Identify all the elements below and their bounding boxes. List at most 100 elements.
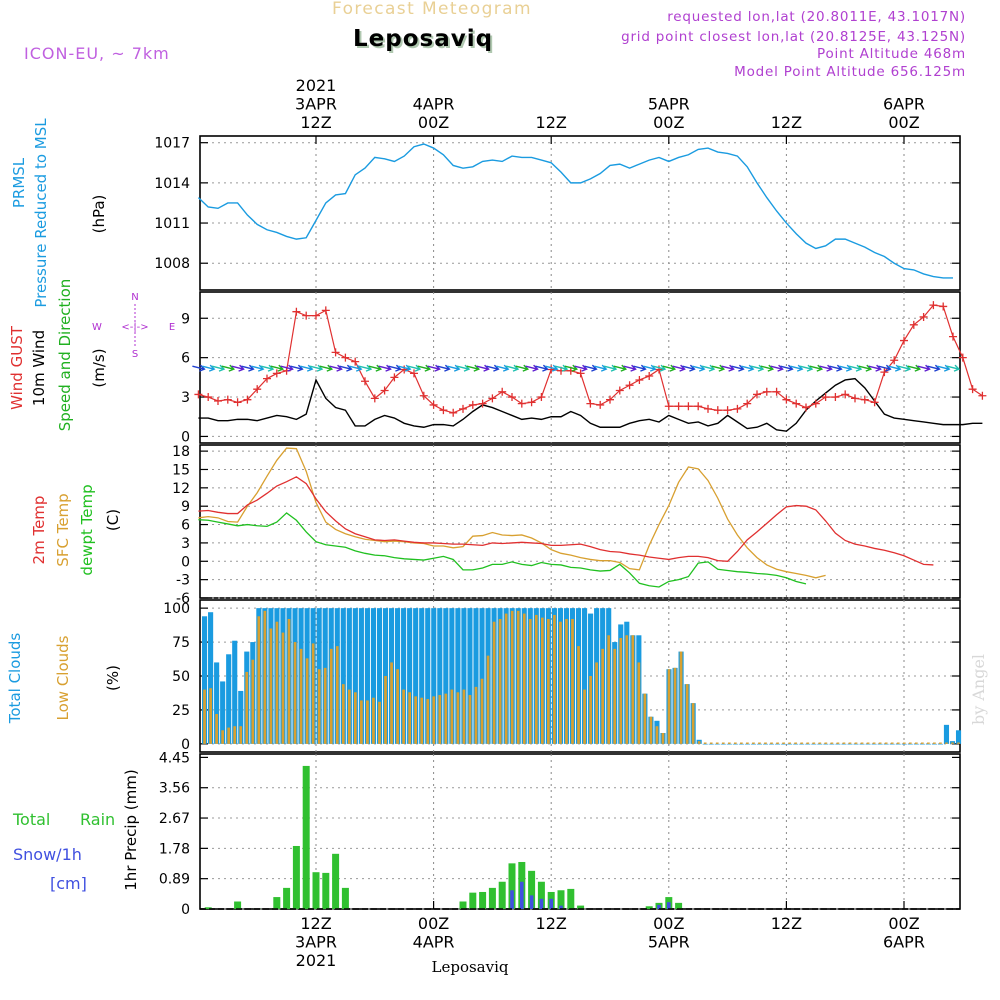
wind-direction-arrow — [770, 364, 784, 372]
low-cloud-bar — [818, 742, 822, 744]
temp-2m-label: 2m Temp — [30, 496, 48, 565]
gust-marker — [635, 375, 644, 384]
wind-direction-arrow — [652, 364, 667, 372]
low-cloud-bar — [601, 648, 605, 744]
wind-direction-arrow — [917, 364, 931, 372]
temperature-ytick-label: 15 — [172, 462, 190, 478]
low-cloud-bar — [408, 692, 411, 744]
low-cloud-bar — [534, 614, 538, 744]
gust-marker — [958, 353, 967, 362]
low-cloud-bar — [486, 655, 490, 744]
low-cloud-bar — [939, 742, 942, 744]
wind-direction-arrow — [790, 364, 804, 372]
low-cloud-bar — [456, 692, 460, 744]
wind-direction-arrow — [750, 364, 765, 372]
sfc-temp-line — [198, 447, 826, 579]
wind-speed-line — [198, 377, 983, 432]
total-cloud-bar — [943, 724, 950, 744]
low-cloud-bar — [378, 701, 381, 744]
wind-direction-arrow — [290, 364, 304, 372]
total-cloud-bar — [352, 608, 358, 744]
low-cloud-bar — [764, 742, 767, 744]
low-cloud-bar — [245, 671, 249, 744]
wind-direction-arrow — [564, 364, 579, 372]
top-time-label: 00Z — [418, 113, 449, 132]
total-cloud-bar — [208, 612, 214, 744]
compass-ew: <-|-> — [121, 322, 148, 333]
gust-marker — [341, 353, 350, 362]
wind-direction-arrow — [260, 364, 275, 372]
rain-bar — [488, 887, 496, 909]
gust-marker — [233, 398, 242, 407]
low-cloud-bar — [366, 700, 369, 744]
wind-ytick-label: 6 — [181, 351, 190, 367]
clouds-ytick-label: 100 — [163, 601, 190, 617]
low-cloud-bar — [450, 689, 454, 744]
wind-gust-label: Wind GUST — [8, 325, 26, 410]
low-cloud-bar — [474, 686, 478, 744]
wind-direction-arrow — [574, 364, 588, 372]
wind-direction-arrow — [270, 364, 285, 372]
rain-bar — [312, 872, 320, 909]
low-cloud-bar — [685, 684, 689, 744]
gust-marker — [478, 399, 487, 408]
pressure-ytick-label: 1008 — [154, 256, 190, 272]
top-time-label: 00Z — [888, 113, 919, 132]
precip-total-label: Total — [12, 810, 50, 829]
top-time-label: 12Z — [771, 113, 802, 132]
total-cloud-bar — [346, 608, 352, 744]
temp-unit: (C) — [104, 509, 122, 531]
low-cloud-bar — [305, 658, 309, 744]
precip-ytick-label: 0 — [181, 902, 190, 918]
low-cloud-bar — [637, 662, 641, 744]
total-cloud-bar — [877, 743, 883, 745]
wind-speed-label: 10m Wind — [30, 330, 48, 406]
low-cloud-bar — [510, 610, 514, 744]
low-cloud-bar — [661, 733, 665, 744]
low-cloud-bar — [812, 742, 816, 744]
total-cloud-bar — [925, 743, 931, 745]
wind-direction-arrow — [907, 364, 922, 372]
gust-marker — [253, 385, 262, 394]
low-cloud-bar — [691, 703, 695, 744]
bottom-time-label: 12Z — [300, 914, 331, 933]
top-time-label: 4APR — [413, 95, 455, 114]
wind-direction-arrow — [505, 364, 520, 372]
total-cloud-bar — [817, 743, 823, 745]
model-label: ICON-EU, ~ 7km — [24, 44, 170, 63]
rain-bar — [204, 907, 212, 909]
total-cloud-bar — [901, 743, 907, 745]
gust-marker — [449, 408, 458, 417]
total-cloud-bar — [232, 640, 238, 744]
clouds-total-label: Total Clouds — [6, 633, 24, 725]
gust-marker — [439, 406, 448, 415]
low-cloud-bar — [354, 692, 357, 744]
low-cloud-bar — [498, 619, 502, 744]
total-cloud-bar — [841, 743, 847, 745]
wind-unit: (m/s) — [90, 348, 108, 387]
compass-n: N — [131, 292, 138, 303]
point-altitude: Point Altitude 468m — [817, 46, 966, 62]
low-cloud-bar — [884, 742, 888, 744]
gust-marker — [576, 369, 585, 378]
low-cloud-bar — [341, 684, 345, 744]
bottom-time-label: 6APR — [883, 933, 925, 952]
low-cloud-bar — [679, 651, 683, 744]
gust-marker — [547, 365, 556, 374]
low-cloud-bar — [758, 742, 761, 744]
low-cloud-bar — [420, 697, 424, 744]
clouds-ytick-label: 25 — [172, 703, 190, 719]
gust-marker — [900, 336, 908, 345]
low-cloud-bar — [553, 614, 556, 744]
gust-marker — [860, 395, 869, 404]
requested-coords: requested lon,lat (20.8011E, 43.1017N) — [667, 9, 966, 25]
gust-marker — [919, 312, 928, 321]
gust-marker — [361, 377, 369, 386]
wind-direction-arrow — [525, 364, 539, 372]
wind-direction-arrow — [545, 364, 559, 372]
total-cloud-bar — [413, 608, 419, 744]
wind-direction-arrow — [319, 364, 334, 372]
total-cloud-bar — [582, 608, 588, 744]
low-cloud-bar — [462, 689, 466, 744]
total-cloud-bar — [449, 608, 455, 744]
